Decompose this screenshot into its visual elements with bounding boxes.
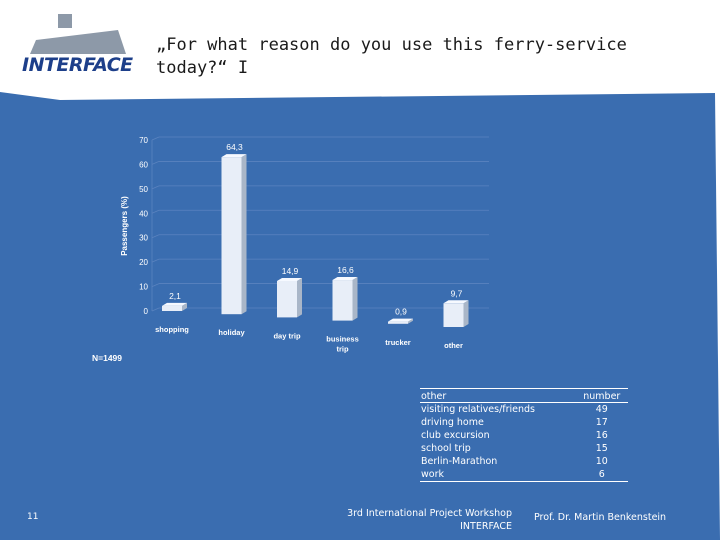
- gridline-depth: [151, 161, 160, 165]
- sample-size-label: N=1499: [92, 353, 123, 363]
- footer-workshop-line2: INTERFACE: [460, 521, 512, 532]
- bar-top: [388, 318, 413, 322]
- bar: [277, 281, 297, 318]
- x-tick-label: trucker: [385, 338, 411, 347]
- y-tick-label: 40: [139, 209, 148, 218]
- data-label: 2,1: [169, 291, 181, 301]
- page-number: 11: [27, 512, 39, 522]
- chart-grid: [151, 136, 489, 312]
- x-tick-label: other: [444, 341, 463, 350]
- gridline-depth: [151, 307, 160, 312]
- footer-author: Prof. Dr. Martin Benkenstein: [534, 512, 667, 523]
- chart-bars: [162, 154, 469, 327]
- bar-chart: 0 10 20 30 40 50 60 70 2,1 shopping 64,3 holiday 14,…: [120, 136, 489, 354]
- gridline-depth: [151, 283, 160, 287]
- x-tick-label: holiday: [218, 328, 245, 337]
- y-tick-label: 20: [139, 258, 148, 267]
- table-cell-number: 10: [595, 456, 608, 467]
- y-tick-label: 30: [139, 234, 148, 243]
- gridline-depth: [151, 185, 160, 190]
- table-cell-number: 6: [575, 468, 628, 482]
- footer-workshop-line1: 3rd International Project Workshop: [347, 508, 512, 519]
- bar-side: [182, 302, 187, 311]
- logo-text: INTERFACE: [22, 54, 133, 76]
- table-cell-reason: school trip: [421, 443, 471, 454]
- table-cell-number: 16: [595, 430, 608, 441]
- logo-square: [58, 14, 72, 28]
- data-label: 16,6: [337, 265, 354, 275]
- logo-sail: [30, 30, 126, 54]
- blue-panel: [0, 92, 720, 540]
- gridline-depth: [151, 136, 160, 141]
- table-row: work 6: [420, 468, 628, 482]
- table-cell-reason: club excursion: [421, 430, 490, 441]
- gridline-depth: [151, 234, 160, 239]
- x-tick-label: day trip: [273, 331, 301, 340]
- other-reasons-table: other number visiting relatives/friends 4…: [420, 388, 628, 482]
- table-cell-reason: work: [420, 468, 576, 482]
- chart-labels: 0 10 20 30 40 50 60 70 2,1 shopping 64,3 holiday 14,…: [139, 136, 463, 354]
- y-tick-label: 60: [139, 160, 148, 169]
- table-cell-reason: driving home: [421, 417, 484, 428]
- table-row: club excursion 16: [420, 429, 628, 442]
- gridline-depth: [151, 258, 160, 263]
- table-header-other: other: [420, 388, 576, 403]
- table-row: driving home 17: [420, 416, 628, 429]
- bar-side: [241, 154, 247, 315]
- bar-top: [221, 154, 247, 158]
- y-tick-label: 10: [139, 283, 148, 292]
- y-tick-label: 50: [139, 185, 148, 194]
- table-row: school trip 15: [420, 442, 628, 455]
- y-tick-label: 0: [144, 307, 149, 316]
- bar-side: [297, 278, 302, 318]
- table-header-row: other number: [420, 388, 628, 403]
- bar-side: [408, 318, 413, 324]
- data-label: 9,7: [451, 288, 463, 298]
- bar-side: [463, 300, 469, 327]
- gridline-depth: [151, 209, 160, 214]
- bar: [388, 321, 408, 324]
- data-label: 0,9: [395, 307, 407, 317]
- table-cell-number: 15: [595, 443, 608, 454]
- bar-top: [332, 277, 358, 281]
- bar-side: [352, 277, 358, 321]
- y-axis-label: Passengers (%): [120, 196, 129, 256]
- x-tick-label: shopping: [155, 325, 189, 334]
- table-cell-number: 17: [595, 417, 608, 428]
- interface-logo: [30, 14, 126, 54]
- bar: [162, 305, 182, 311]
- table-row: Berlin-Marathon 10: [420, 455, 628, 468]
- bar-top: [277, 278, 302, 282]
- data-label: 14,9: [282, 266, 299, 276]
- bar: [443, 303, 464, 327]
- footer-workshop: 3rd International Project Workshop INTER…: [320, 507, 512, 533]
- y-tick-label: 70: [139, 136, 148, 145]
- table-header-number: number: [575, 388, 628, 403]
- x-tick-label: business trip: [326, 335, 359, 354]
- data-label: 64,3: [226, 142, 243, 152]
- table-row: visiting relatives/friends 49: [420, 403, 628, 417]
- bar-top: [443, 300, 469, 304]
- slide-title: „For what reason do you use this ferry-s…: [156, 35, 627, 78]
- table-cell-reason: Berlin-Marathon: [421, 456, 498, 467]
- table-cell-reason: visiting relatives/friends: [421, 404, 536, 415]
- bar: [332, 280, 353, 321]
- table-cell-number: 49: [595, 404, 608, 415]
- bar: [221, 157, 242, 315]
- bar-top: [162, 302, 187, 306]
